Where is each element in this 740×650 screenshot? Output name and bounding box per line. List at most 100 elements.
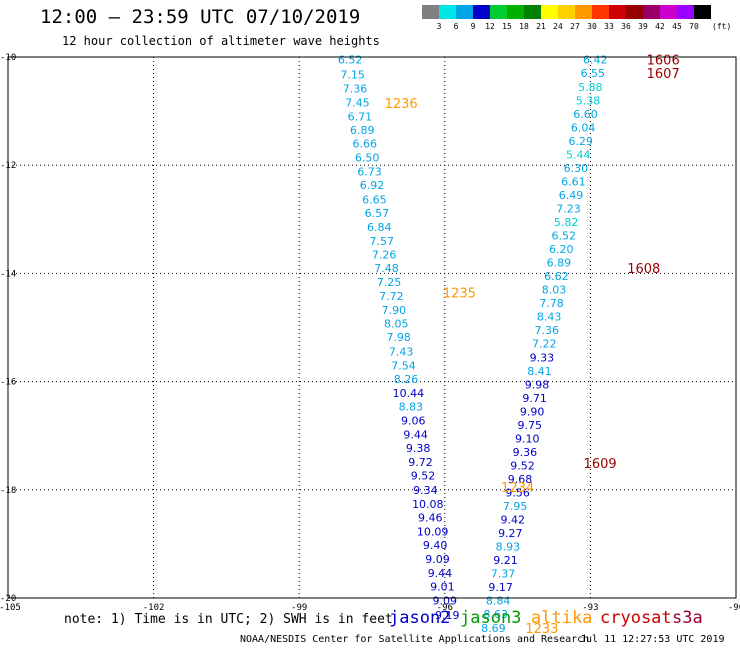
scale-swatch [677, 5, 694, 19]
footer-timestamp: Jul 11 12:27:53 UTC 2019 [580, 634, 725, 645]
map-subtitle: 12 hour collection of altimeter wave hei… [62, 34, 380, 48]
wave-height-value: 9.75 [517, 419, 542, 432]
wave-height-value: 7.95 [503, 500, 528, 513]
scale-tick-label: 39 [638, 22, 648, 31]
wave-height-value: 9.72 [408, 456, 433, 469]
wave-height-value: 6.73 [357, 166, 382, 179]
wave-height-value: 7.36 [343, 82, 368, 95]
wave-height-value: 8.93 [496, 541, 521, 554]
wave-height-value: 6.89 [350, 124, 375, 137]
wave-height-value: 7.23 [556, 202, 581, 215]
scale-swatch [439, 5, 456, 19]
scale-swatch [507, 5, 524, 19]
wave-height-value: 9.52 [510, 459, 535, 472]
wave-height-value: 8.83 [399, 400, 424, 413]
scale-tick-label: 15 [502, 22, 512, 31]
wave-height-value: 9.17 [488, 581, 513, 594]
wave-height-value: 6.42 [583, 54, 608, 67]
wave-height-value: 7.78 [539, 297, 564, 310]
wave-height-value: 9.40 [423, 539, 448, 552]
wave-height-value: 7.26 [372, 248, 397, 261]
x-tick-label: -93 [582, 603, 598, 613]
wave-height-value: 7.48 [374, 262, 399, 275]
scale-swatch [490, 5, 507, 19]
wave-height-value: 8.63 [484, 608, 509, 621]
scale-tick-label: 27 [570, 22, 580, 31]
wave-height-value: 6.61 [561, 175, 586, 188]
wave-height-value: 5.38 [576, 94, 601, 107]
scale-swatch [473, 5, 490, 19]
wave-height-value: 5.88 [578, 81, 603, 94]
scale-swatch [558, 5, 575, 19]
wave-height-value: 7.90 [382, 304, 407, 317]
wave-height-value: 7.43 [389, 345, 414, 358]
wave-height-value: 7.72 [379, 290, 404, 303]
wave-height-value: 9.44 [428, 567, 453, 580]
scale-swatch [524, 5, 541, 19]
wave-height-value: 9.33 [530, 351, 555, 364]
scale-tick-label: 45 [672, 22, 682, 31]
wave-height-value: 6.65 [362, 193, 387, 206]
wave-height-value: 9.52 [411, 470, 436, 483]
x-tick-label: -102 [143, 603, 165, 613]
wave-height-value: 10.08 [412, 498, 444, 511]
wave-height-value: 9.38 [406, 442, 431, 455]
map-frame [7, 56, 737, 599]
wave-height-value: 7.45 [345, 96, 370, 109]
x-tick-label: -105 [0, 603, 21, 613]
wave-height-value: 9.46 [418, 511, 443, 524]
pass-time-label: 1233 [525, 622, 558, 637]
x-tick-label: -99 [291, 603, 307, 613]
wave-height-value: 10.44 [393, 387, 425, 400]
scale-swatch [456, 5, 473, 19]
sat-label-jason2: jason2 [389, 608, 451, 628]
wave-height-value: 9.42 [500, 514, 525, 527]
scale-tick-label: 70 [689, 22, 699, 31]
scale-tick-label: 21 [536, 22, 546, 31]
wave-height-value: 6.30 [564, 162, 589, 175]
wave-height-value: 6.49 [559, 189, 584, 202]
scale-tick-label: 18 [519, 22, 529, 31]
pass-time-label: 1236 [385, 97, 418, 112]
wave-height-value: 9.06 [401, 415, 426, 428]
wave-height-value: 6.84 [367, 221, 392, 234]
wave-height-value: 6.60 [573, 108, 598, 121]
wave-height-value: 8.41 [527, 365, 552, 378]
wave-height-value: 6.20 [549, 243, 574, 256]
x-tick-label: -96 [437, 603, 453, 613]
wave-height-value: 6.66 [352, 138, 377, 151]
wave-height-value: 9.27 [498, 527, 523, 540]
sat-label-jason3: jason3 [460, 608, 522, 628]
wave-height-value: 6.57 [365, 207, 390, 220]
wave-height-value: 10.09 [417, 525, 449, 538]
wave-height-value: 8.03 [542, 284, 567, 297]
scale-swatch [694, 5, 711, 19]
wave-height-value: 9.56 [505, 487, 530, 500]
wave-height-value: 6.50 [355, 152, 380, 165]
wave-height-value: 8.05 [384, 318, 409, 331]
pass-time-label: 1607 [647, 67, 680, 82]
pass-time-label: 1234 [501, 481, 534, 496]
pass-time-label: 1235 [443, 286, 476, 301]
map-title: 12:00 – 23:59 UTC 07/10/2019 [40, 6, 361, 28]
sat-label-cryosat: cryosat [600, 608, 672, 628]
y-tick-label: -20 [0, 594, 16, 604]
wave-height-value: 9.34 [413, 484, 438, 497]
wave-height-value: 9.21 [493, 554, 518, 567]
wave-height-value: 6.71 [348, 111, 373, 124]
wave-height-value: 9.68 [508, 473, 533, 486]
wave-height-value: 6.92 [360, 179, 385, 192]
scale-swatch [422, 5, 439, 19]
wave-height-value: 7.15 [340, 68, 365, 81]
scale-tick-label: 6 [453, 22, 459, 31]
wave-height-value: 6.89 [547, 257, 572, 270]
scale-swatch [541, 5, 558, 19]
wave-height-value: 6.55 [581, 67, 606, 80]
wave-height-value: 9.98 [525, 378, 550, 391]
wave-height-value: 7.36 [534, 324, 559, 337]
scale-tick-label: 12 [485, 22, 495, 31]
scale-tick-label: 33 [604, 22, 614, 31]
x-tick-label: -90 [728, 603, 740, 613]
scale-swatch [643, 5, 660, 19]
